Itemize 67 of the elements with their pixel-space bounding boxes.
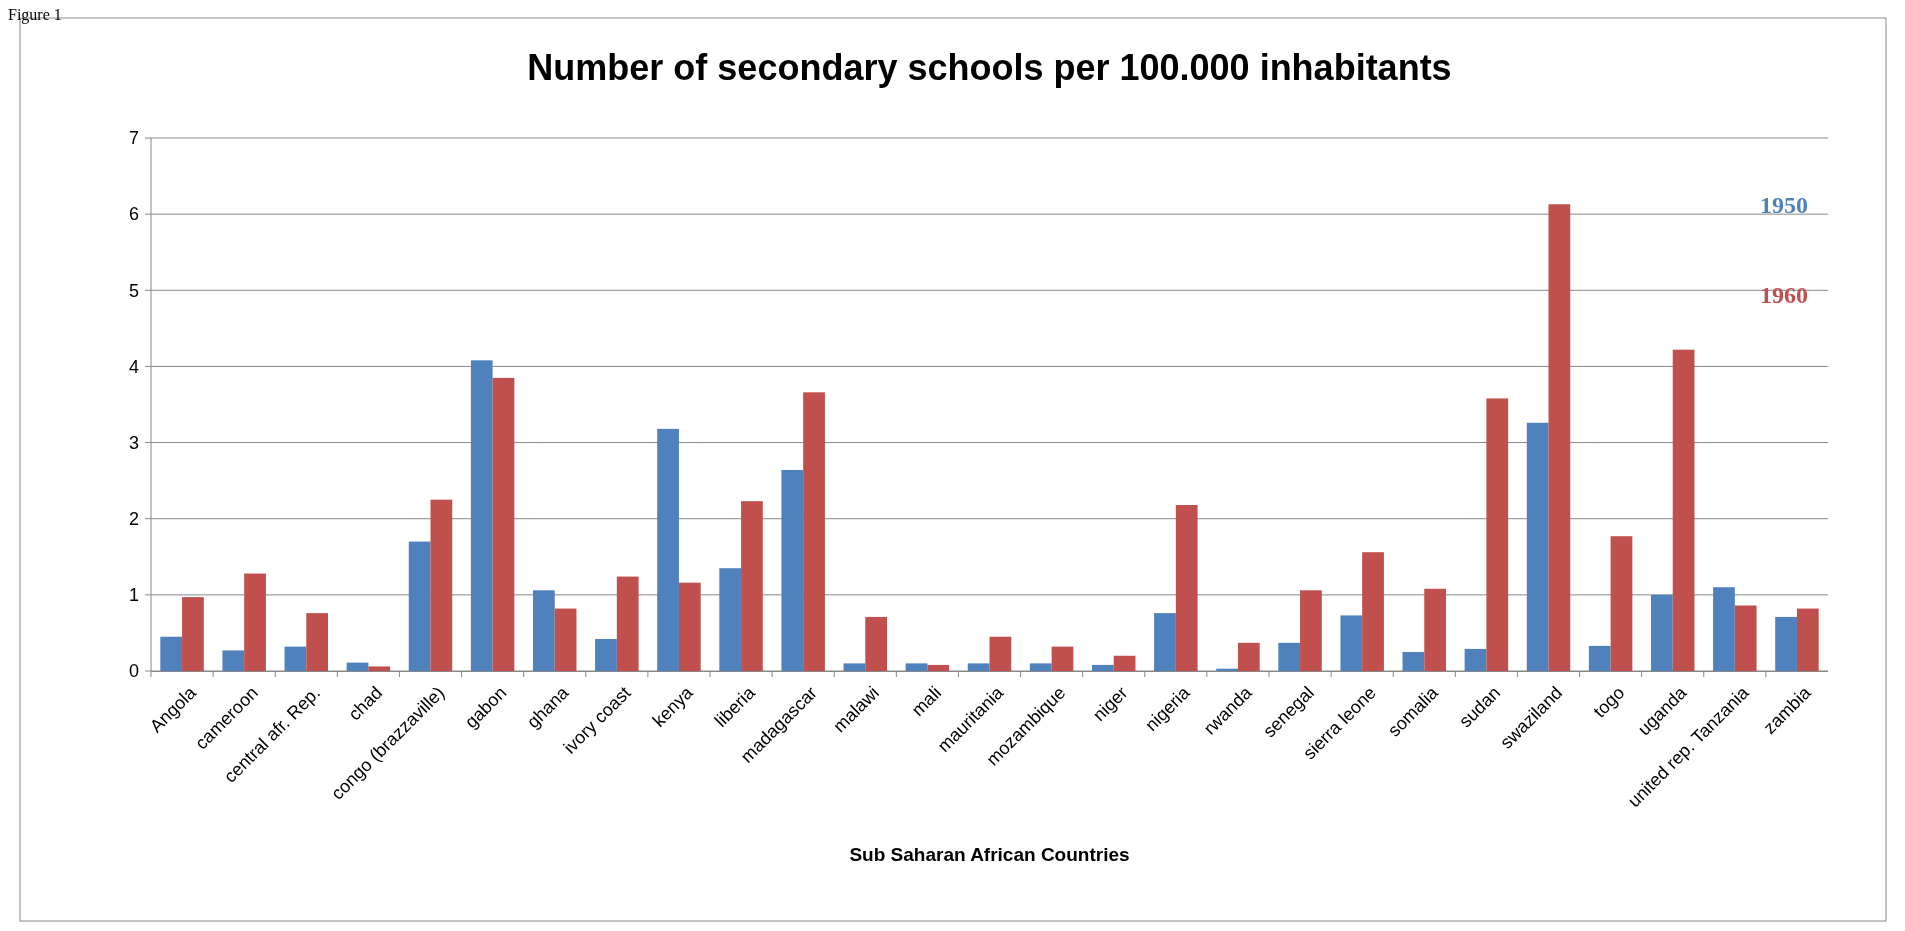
bar: [532, 590, 555, 671]
bar: [1340, 615, 1363, 671]
y-tick-label: 6: [128, 204, 139, 225]
bar: [989, 636, 1012, 671]
bar: [430, 499, 453, 671]
text: 1950: [1760, 192, 1808, 218]
bar: [1091, 664, 1114, 671]
bar: [1402, 651, 1425, 671]
bar: [1175, 505, 1198, 671]
bar: [1486, 398, 1509, 671]
x-tick-label: togo: [1589, 682, 1629, 722]
y-tick-label: 3: [128, 432, 139, 453]
bar: [1113, 655, 1136, 671]
bar: [1051, 646, 1074, 671]
y-tick-label: 0: [128, 661, 139, 682]
bar: [927, 664, 950, 671]
bar: [306, 613, 329, 671]
bar: [160, 636, 183, 671]
bar: [492, 377, 515, 671]
bar: [1734, 605, 1757, 671]
bar: [1278, 642, 1301, 671]
bar: [1154, 613, 1176, 671]
bar: [1029, 663, 1052, 671]
text: 1960: [1760, 282, 1808, 308]
bar: [803, 392, 825, 671]
bar: [1526, 422, 1549, 671]
bar: [182, 597, 204, 671]
bar: [905, 663, 928, 671]
x-axis-title: Sub Saharan African Countries: [849, 844, 1130, 865]
bar: [1464, 648, 1487, 671]
y-tick-label: 4: [128, 356, 139, 377]
bar: [1610, 536, 1633, 671]
bar: [1362, 552, 1384, 671]
bar: [967, 663, 990, 671]
bar: [843, 663, 866, 671]
bar: [1796, 608, 1819, 671]
y-tick-label: 1: [128, 585, 139, 606]
bar: [1650, 594, 1673, 671]
bar: [616, 576, 639, 671]
bar: [678, 582, 701, 671]
bar: [346, 662, 369, 671]
bar: [470, 360, 493, 671]
caption: Figure 1: [8, 6, 62, 24]
bar: [1672, 349, 1695, 671]
y-tick-label: 2: [128, 509, 139, 530]
bar: [657, 428, 679, 671]
bar: [865, 616, 888, 671]
bar: [408, 541, 431, 671]
bar: [244, 573, 266, 671]
bar: [1300, 590, 1322, 671]
bar: [719, 568, 742, 671]
bar: [1713, 587, 1735, 671]
chart-title: Number of secondary schools per 100.000 inhabitants: [527, 47, 1452, 88]
y-tick-label: 7: [128, 128, 139, 149]
bar: [222, 650, 245, 671]
bar: [1775, 616, 1797, 671]
bar: [595, 639, 617, 671]
bar: [1588, 645, 1611, 671]
bar: [1424, 588, 1447, 671]
bar: [1548, 204, 1571, 671]
y-tick-label: 5: [128, 280, 139, 301]
bar: [554, 608, 577, 671]
bar: [1237, 642, 1260, 671]
bar: [284, 646, 307, 671]
bar: [741, 501, 763, 671]
bar: [368, 666, 391, 671]
bar: [781, 469, 804, 671]
